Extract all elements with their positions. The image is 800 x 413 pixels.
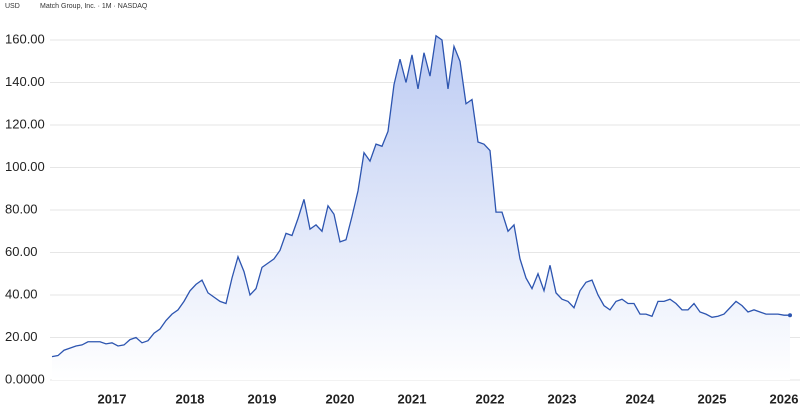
- y-tick-label: 60.00: [5, 244, 38, 259]
- currency: USD: [5, 3, 20, 10]
- area: [52, 35, 790, 380]
- y-tick-label: 120.00: [5, 116, 45, 131]
- y-tick-label: 160.00: [5, 31, 45, 46]
- y-tick-label: 80.00: [5, 201, 38, 216]
- x-tick-label: 2019: [248, 391, 277, 406]
- chart-title: Match Group, Inc. · 1M · NASDAQ: [40, 3, 148, 10]
- x-tick-label: 2025: [698, 391, 727, 406]
- x-tick-label: 2018: [176, 391, 205, 406]
- x-tick-label: 2021: [398, 391, 427, 406]
- x-tick-label: 2026: [770, 391, 799, 406]
- y-tick-label: 20.00: [5, 329, 38, 344]
- x-tick-label: 2022: [476, 391, 505, 406]
- x-tick-label: 2017: [98, 391, 127, 406]
- y-tick-label: 140.00: [5, 74, 45, 89]
- x-tick-label: 2020: [326, 391, 355, 406]
- x-tick-label: 2024: [626, 391, 656, 406]
- last-point: [788, 313, 792, 318]
- x-tick-label: 2023: [548, 391, 577, 406]
- y-tick-label: 40.00: [5, 286, 38, 301]
- line: [51, 34, 790, 358]
- y-tick-label: 0.0000: [5, 371, 45, 386]
- y-tick-label: 100.00: [5, 159, 45, 174]
